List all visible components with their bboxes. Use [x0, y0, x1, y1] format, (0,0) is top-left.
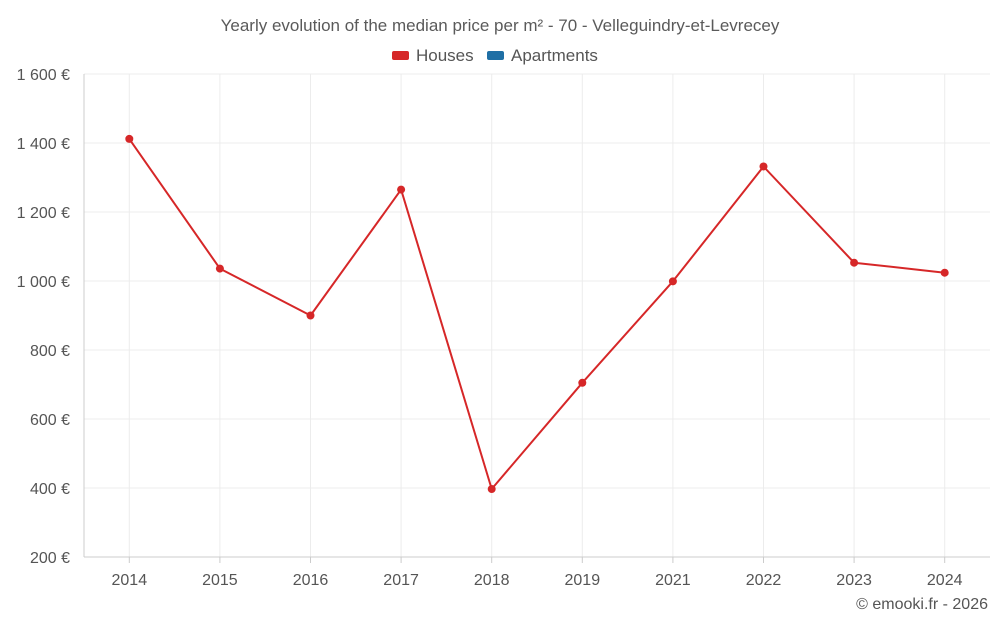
x-tick-label: 2024: [927, 572, 963, 589]
data-point-houses-2023[interactable]: 2023: 1053 €: [850, 258, 859, 267]
y-tick-label: 1 000 €: [17, 274, 70, 291]
x-tick-label: 2014: [112, 572, 148, 589]
x-tick-label: 2015: [202, 572, 238, 589]
legend-swatch-houses: [392, 51, 409, 60]
legend-label-houses: Houses: [416, 46, 474, 65]
y-tick-label: 400 €: [30, 481, 70, 498]
credit-text: © emooki.fr - 2026: [856, 596, 988, 613]
data-point-houses-2024[interactable]: 2024: 1024 €: [940, 268, 949, 277]
x-tick-label: 2022: [746, 572, 782, 589]
x-tick-label: 2019: [565, 572, 601, 589]
data-point-houses-2015[interactable]: 2015: 1036 €: [215, 264, 224, 273]
data-point-houses-2017[interactable]: 2017: 1265 €: [397, 185, 406, 194]
y-tick-label: 1 600 €: [17, 67, 70, 84]
data-point-houses-2022[interactable]: 2022: 1332 €: [759, 162, 768, 171]
y-tick-label: 600 €: [30, 412, 70, 429]
y-tick-label: 200 €: [30, 550, 70, 567]
data-point-houses-2021[interactable]: 2021: 999 €: [668, 277, 677, 286]
legend-item-houses[interactable]: Houses: [392, 46, 474, 65]
y-tick-label: 1 400 €: [17, 136, 70, 153]
y-tick-label: 1 200 €: [17, 205, 70, 222]
x-tick-label: 2018: [474, 572, 510, 589]
axes: 200 € 400 € 600 € 800 € 1 000 € 1 200 € 1 400 …: [17, 67, 990, 589]
series: 2014: 1412 € 2015: 1036 € 2016: 900 € 2017:…: [125, 134, 949, 494]
data-point-houses-2019[interactable]: 2019: 705 €: [578, 378, 587, 387]
legend-label-apartments: Apartments: [511, 46, 598, 65]
data-point-houses-2014[interactable]: 2014: 1412 €: [125, 134, 134, 143]
x-tick-label: 2023: [836, 572, 872, 589]
data-point-houses-2018[interactable]: 2018: 397 €: [487, 485, 496, 494]
x-tick-label: 2021: [655, 572, 691, 589]
x-tick-label: 2017: [383, 572, 419, 589]
legend-swatch-apartments: [487, 51, 504, 60]
legend: Houses Apartments: [392, 46, 598, 65]
chart-title: Yearly evolution of the median price per…: [221, 16, 780, 35]
series-line-houses: [128, 138, 945, 490]
grid: [84, 73, 990, 557]
x-tick-label: 2016: [293, 572, 329, 589]
data-point-houses-2016[interactable]: 2016: 900 €: [306, 311, 315, 320]
y-tick-label: 800 €: [30, 343, 70, 360]
legend-item-apartments[interactable]: Apartments: [487, 46, 598, 65]
